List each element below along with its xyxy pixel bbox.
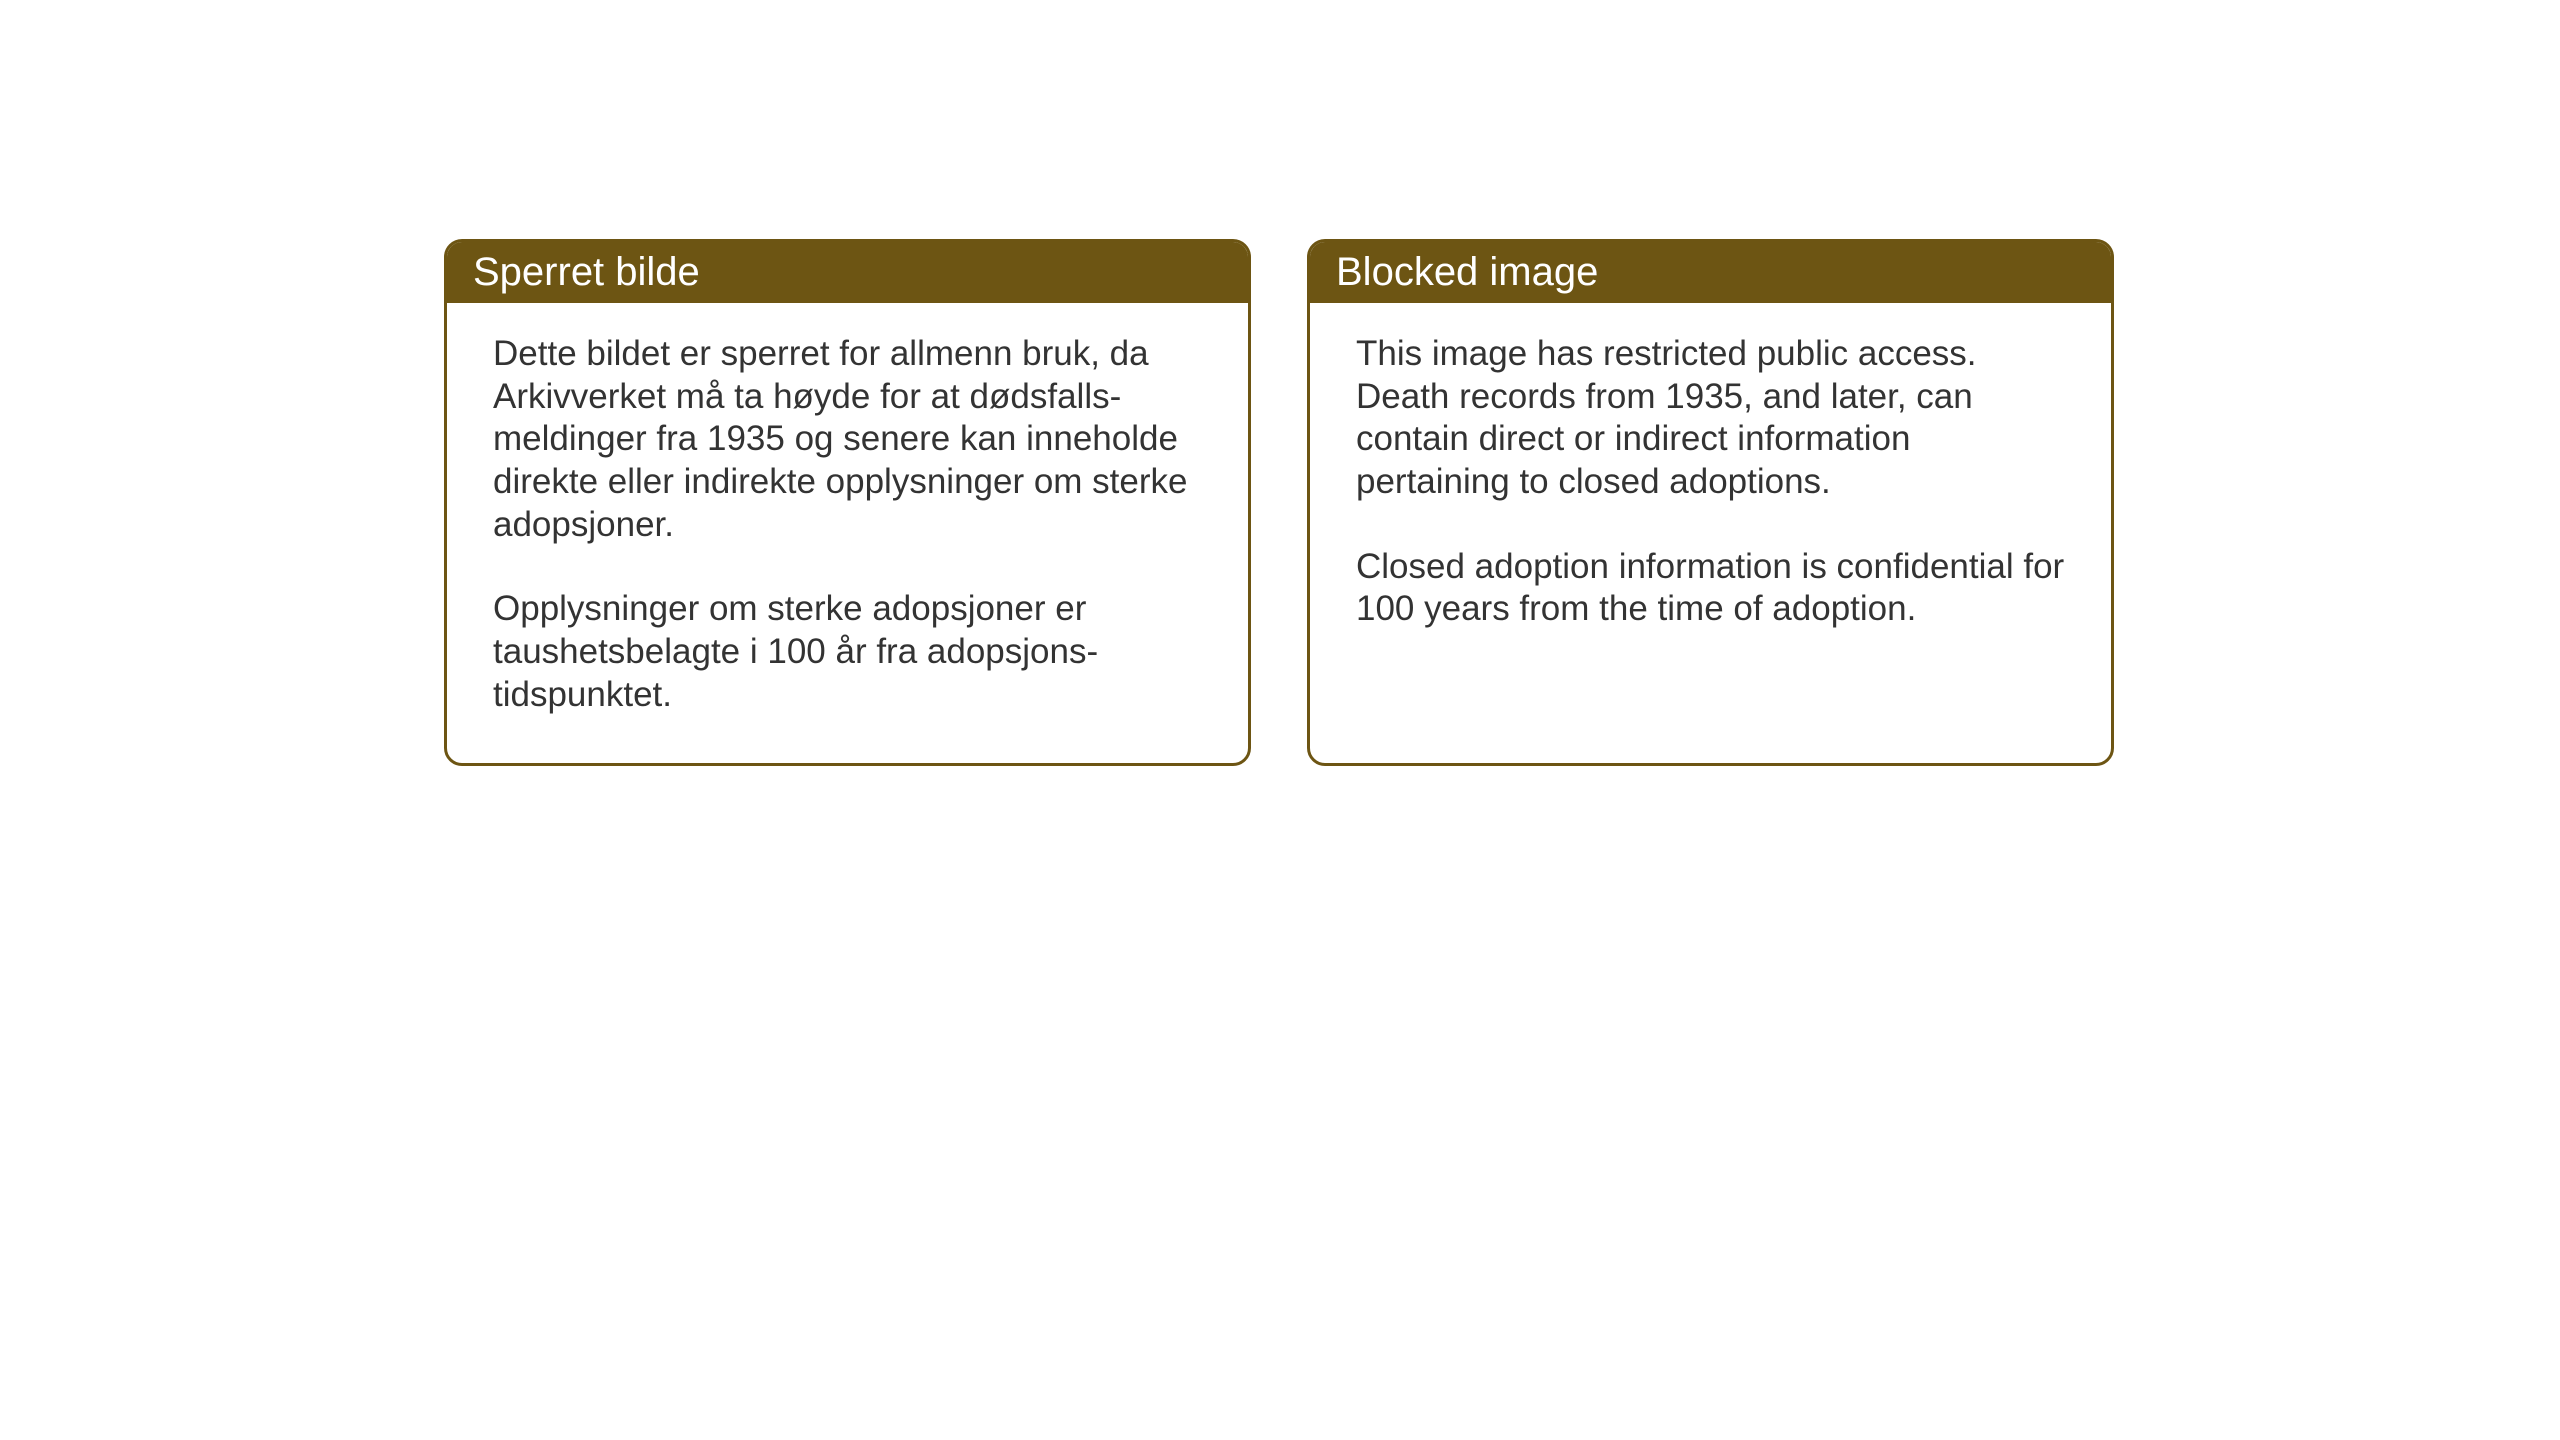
card-paragraph-norwegian-2: Opplysninger om sterke adopsjoner er tau… [493, 588, 1202, 716]
card-paragraph-norwegian-1: Dette bildet er sperret for allmenn bruk… [493, 333, 1202, 546]
card-paragraph-english-1: This image has restricted public access.… [1356, 333, 2065, 504]
card-header-norwegian: Sperret bilde [447, 242, 1248, 303]
card-title-norwegian: Sperret bilde [473, 250, 700, 294]
notice-card-english: Blocked image This image has restricted … [1307, 239, 2114, 766]
notice-card-norwegian: Sperret bilde Dette bildet er sperret fo… [444, 239, 1251, 766]
card-header-english: Blocked image [1310, 242, 2111, 303]
card-paragraph-english-2: Closed adoption information is confident… [1356, 546, 2065, 631]
card-body-english: This image has restricted public access.… [1310, 303, 2111, 677]
notice-container: Sperret bilde Dette bildet er sperret fo… [444, 239, 2114, 766]
card-title-english: Blocked image [1336, 250, 1598, 294]
card-body-norwegian: Dette bildet er sperret for allmenn bruk… [447, 303, 1248, 763]
